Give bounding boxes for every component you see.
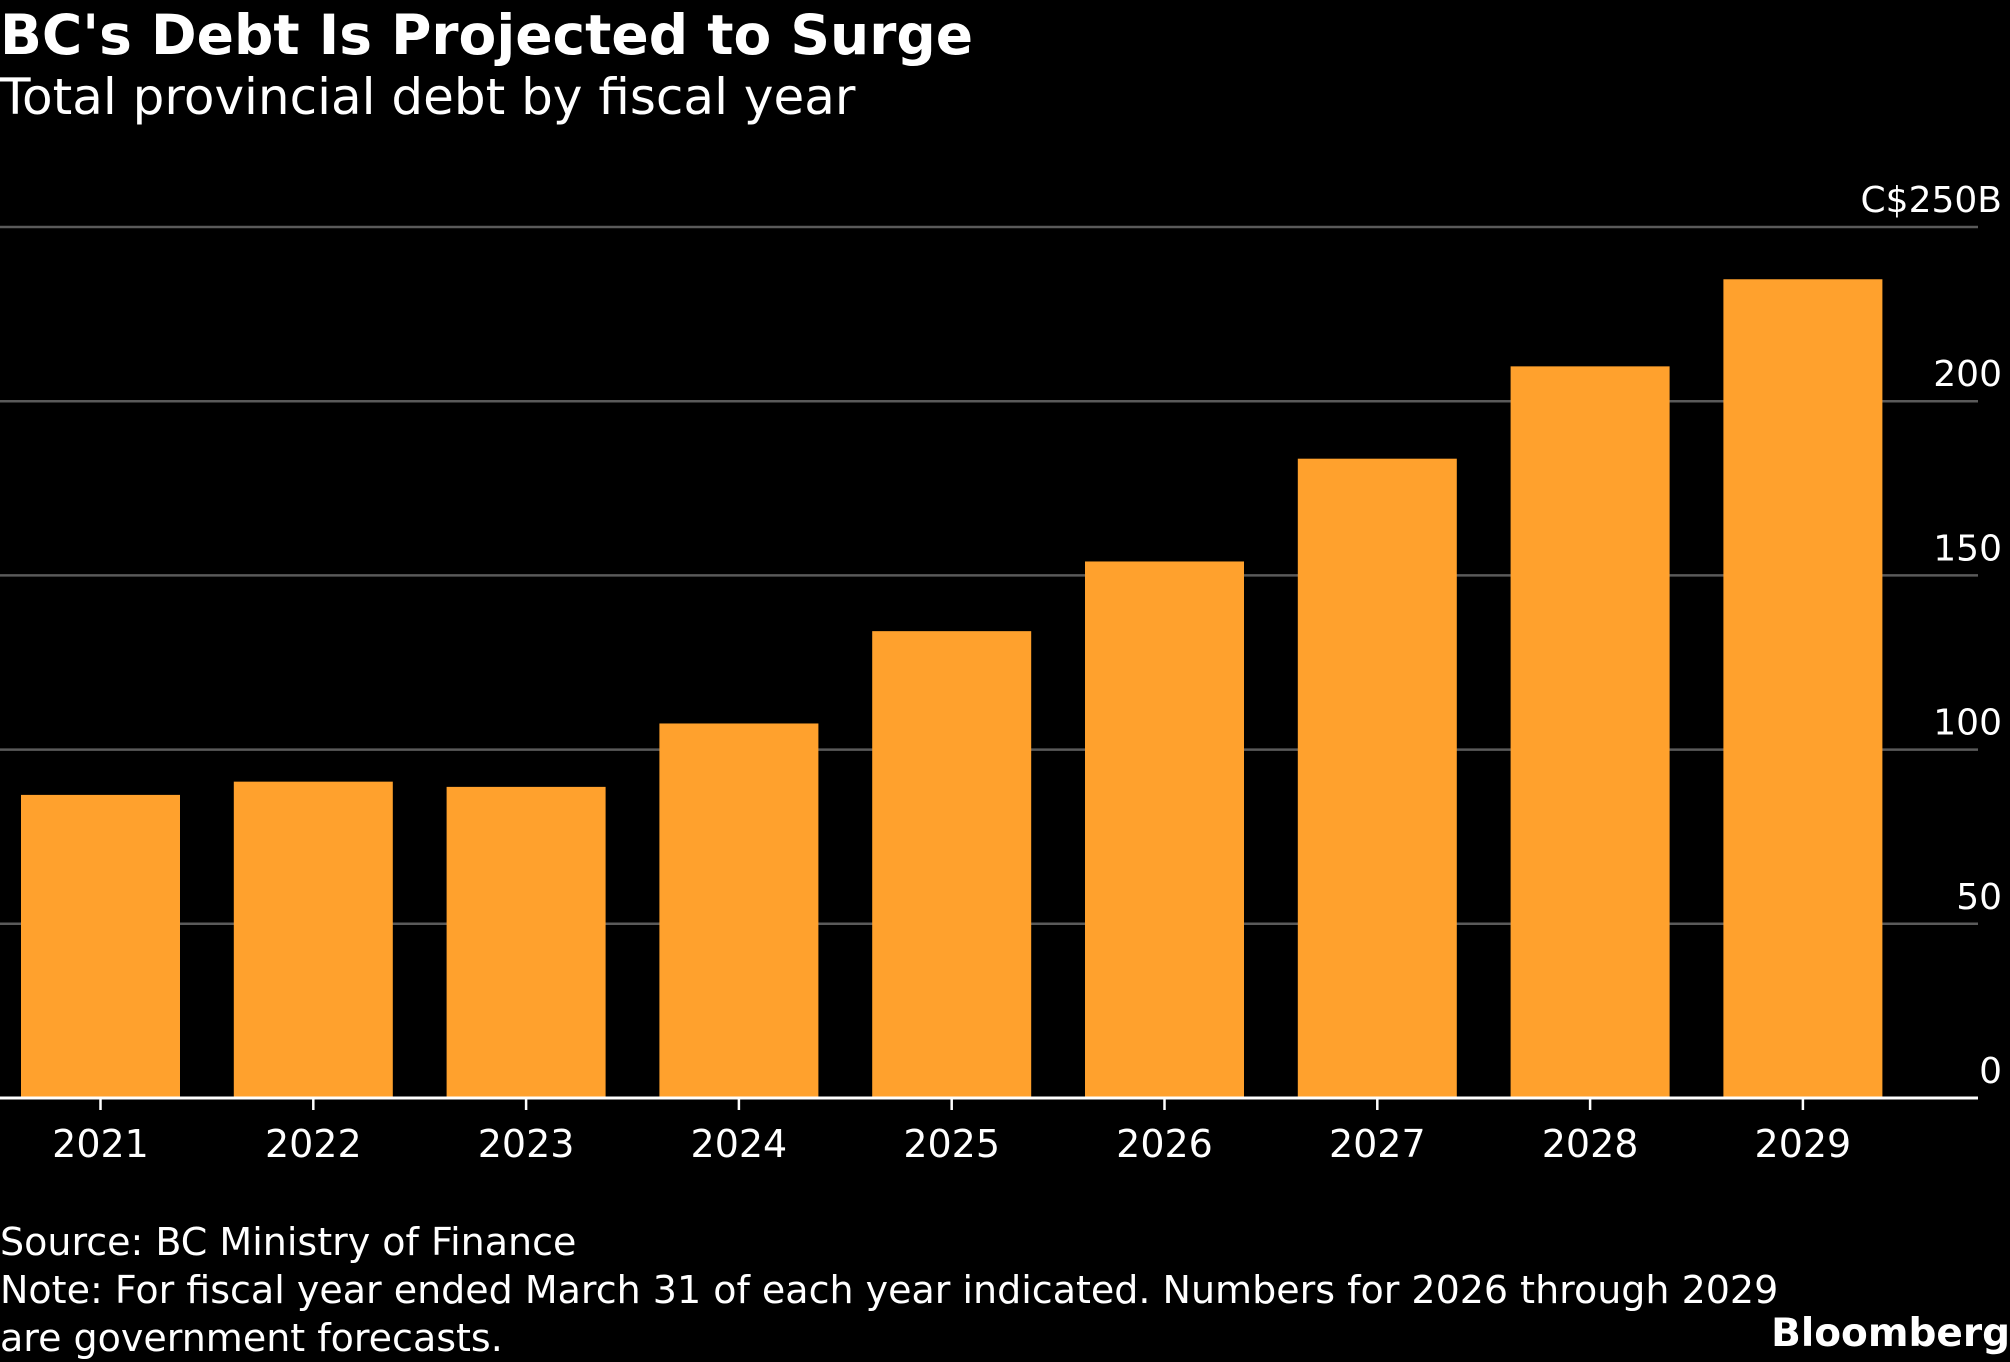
x-tick-label-2026: 2026 xyxy=(1116,1122,1213,1166)
chart-title: BC's Debt Is Projected to Surge xyxy=(0,3,974,67)
footnote-line-2: are government forecasts. xyxy=(0,1316,503,1360)
source-note: Source: BC Ministry of Finance xyxy=(0,1220,577,1264)
x-tick-label-2023: 2023 xyxy=(478,1122,575,1166)
y-tick-label-50: 50 xyxy=(1956,877,2002,918)
x-tick-label-2027: 2027 xyxy=(1329,1122,1426,1166)
footnote-line-1: Note: For fiscal year ended March 31 of … xyxy=(0,1268,1779,1312)
y-tick-label-150: 150 xyxy=(1933,528,2002,569)
bar-2026 xyxy=(1085,561,1244,1098)
bar-2028 xyxy=(1510,366,1670,1098)
y-tick-label-100: 100 xyxy=(1933,703,2002,744)
bar-2025 xyxy=(872,631,1032,1098)
chart-subtitle: Total provincial debt by fiscal year xyxy=(0,68,856,126)
x-axis xyxy=(0,1096,1978,1110)
y-tick-label-0: 0 xyxy=(1979,1051,2002,1092)
bloomberg-logo: Bloomberg xyxy=(1771,1311,2010,1356)
y-axis-tick-labels: 0 50 100 150 200 C$250B xyxy=(1861,180,2002,1092)
bar-2022 xyxy=(233,781,393,1098)
bar-2024 xyxy=(659,723,819,1098)
x-tick-label-2022: 2022 xyxy=(265,1122,362,1166)
x-tick-label-2028: 2028 xyxy=(1542,1122,1639,1166)
x-tick-label-2021: 2021 xyxy=(52,1122,149,1166)
x-axis-tick-labels: 2021 2022 2023 2024 2025 2026 2027 2028 2029 xyxy=(52,1122,1851,1166)
bar-2027 xyxy=(1297,458,1457,1098)
y-tick-label-200: 200 xyxy=(1933,354,2002,395)
bars xyxy=(21,279,1883,1098)
bar-2029 xyxy=(1723,279,1883,1098)
bar-2023 xyxy=(446,786,606,1098)
x-tick-label-2024: 2024 xyxy=(691,1122,788,1166)
y-tick-label-250: C$250B xyxy=(1861,180,2002,221)
x-tick-label-2025: 2025 xyxy=(903,1122,1000,1166)
bar-2021 xyxy=(21,794,180,1098)
x-tick-label-2029: 2029 xyxy=(1755,1122,1852,1166)
